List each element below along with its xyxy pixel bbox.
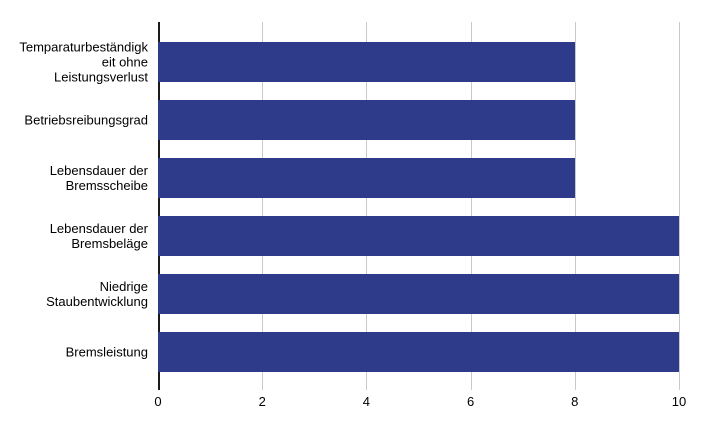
bar-5 (158, 274, 679, 314)
category-label-line: Bremsleistung (65, 344, 148, 360)
category-label: Temparaturbeständigk eit ohne Leistungsver… (0, 40, 148, 85)
y-axis-line (158, 22, 160, 390)
category-label-line: Leistungsverlust (54, 69, 148, 85)
category-label-line: Betriebsreibungsgrad (24, 112, 148, 128)
x-tick-label: 2 (258, 394, 266, 409)
gridline (679, 22, 680, 390)
bar-2 (158, 100, 575, 140)
category-label: Lebensdauer der Bremsbeläge (0, 221, 148, 251)
gridline (470, 22, 472, 390)
gridline (262, 22, 264, 390)
category-label-line: Staubentwicklung (46, 294, 148, 309)
category-label: Betriebsreibungsgrad (0, 113, 148, 128)
bar-6 (158, 332, 679, 372)
x-tick-label: 6 (466, 394, 475, 409)
bar-3 (158, 158, 575, 198)
category-label-line: Temparaturbeständigk (19, 39, 148, 55)
x-tick-label: 10 (671, 394, 687, 409)
category-label-line: Bremsbeläge (71, 236, 148, 251)
category-label-line: Niedrige (99, 279, 148, 294)
x-tick-label: 4 (362, 394, 370, 409)
category-label-line: Bremsscheibe (65, 178, 148, 193)
category-label: Niedrige Staubentwicklung (0, 279, 148, 309)
x-tick-label: 0 (154, 394, 162, 409)
category-label-line: Lebensdauer der (49, 221, 148, 236)
bar-4 (158, 216, 679, 256)
x-tick-label: 8 (571, 394, 579, 409)
gridline (574, 22, 576, 390)
bar-1 (158, 42, 575, 82)
gridline (366, 22, 368, 390)
category-label-line: eit ohne (101, 54, 148, 70)
category-label: Bremsleistung (0, 345, 148, 360)
category-label-line: Lebensdauer der (49, 163, 148, 178)
category-label: Lebensdauer der Bremsscheibe (0, 163, 148, 193)
